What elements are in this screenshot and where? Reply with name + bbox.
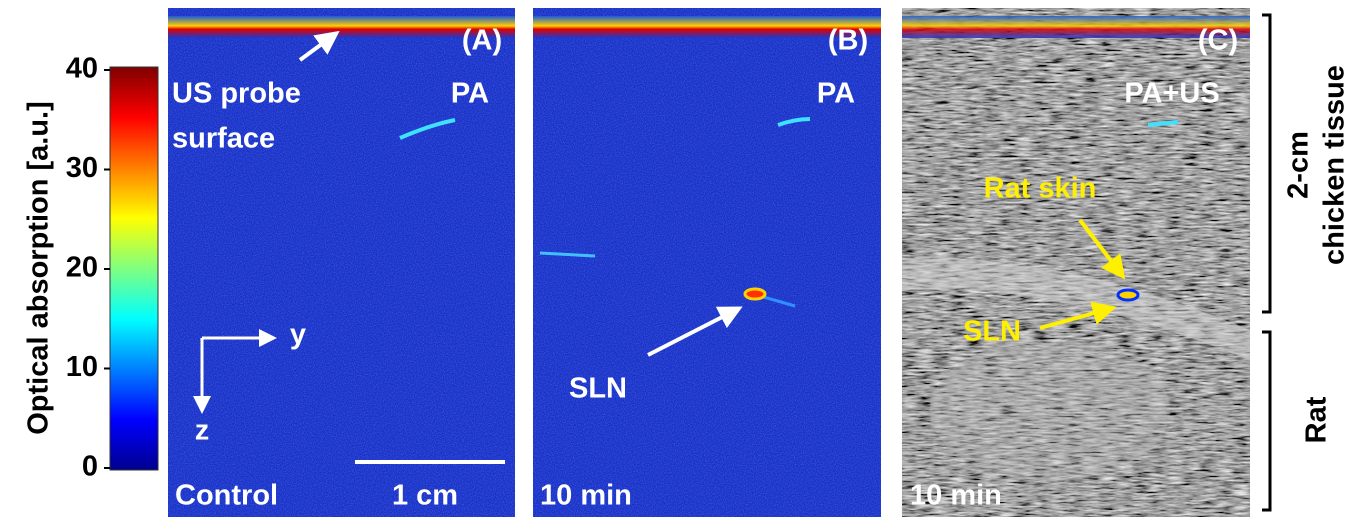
panel-tag: (A) [462,25,502,57]
side-label: chicken tissue [1319,65,1351,265]
panel-mode: PA+US [1124,78,1219,110]
bracket [1262,330,1272,512]
panel-c: Rat skin SLN (C) PA+US 10 min [902,8,1250,517]
tick-label: 20 [66,252,98,284]
skin-label: Rat skin [984,173,1097,205]
colorbar-label: Optical absorption [a.u.] [23,101,55,435]
panel-time: 10 min [910,480,1002,512]
axis-label: y [290,319,306,351]
scale-bar-label: 1 cm [392,480,458,512]
side-label: 2-cm [1283,131,1315,199]
tick-label: 10 [66,351,98,383]
panel-mode: PA [817,78,855,110]
panel-mode: PA [451,78,489,110]
panel-b: SLN (B) PA 10 min [533,8,881,517]
node-label: SLN [569,373,627,405]
panel-time: Control [175,480,278,512]
probe-label: surface [172,123,275,155]
tick-label: 40 [66,53,98,85]
node-label: SLN [963,316,1021,348]
colorbar-ticks: 0 10 20 30 40 [66,53,110,483]
panel-tag: (C) [1198,25,1238,57]
bracket [1262,13,1272,314]
probe-label: US probe [172,78,301,110]
tick-label: 30 [66,152,98,184]
axis-label: z [195,415,210,447]
panel-a: US probe surface (A) PA Control 1 cm y z [168,8,515,517]
side-label: Rat [1301,396,1333,443]
panel-tag: (B) [828,25,868,57]
tick-label: 0 [82,451,98,483]
colorbar [109,66,159,471]
panel-time: 10 min [540,480,632,512]
